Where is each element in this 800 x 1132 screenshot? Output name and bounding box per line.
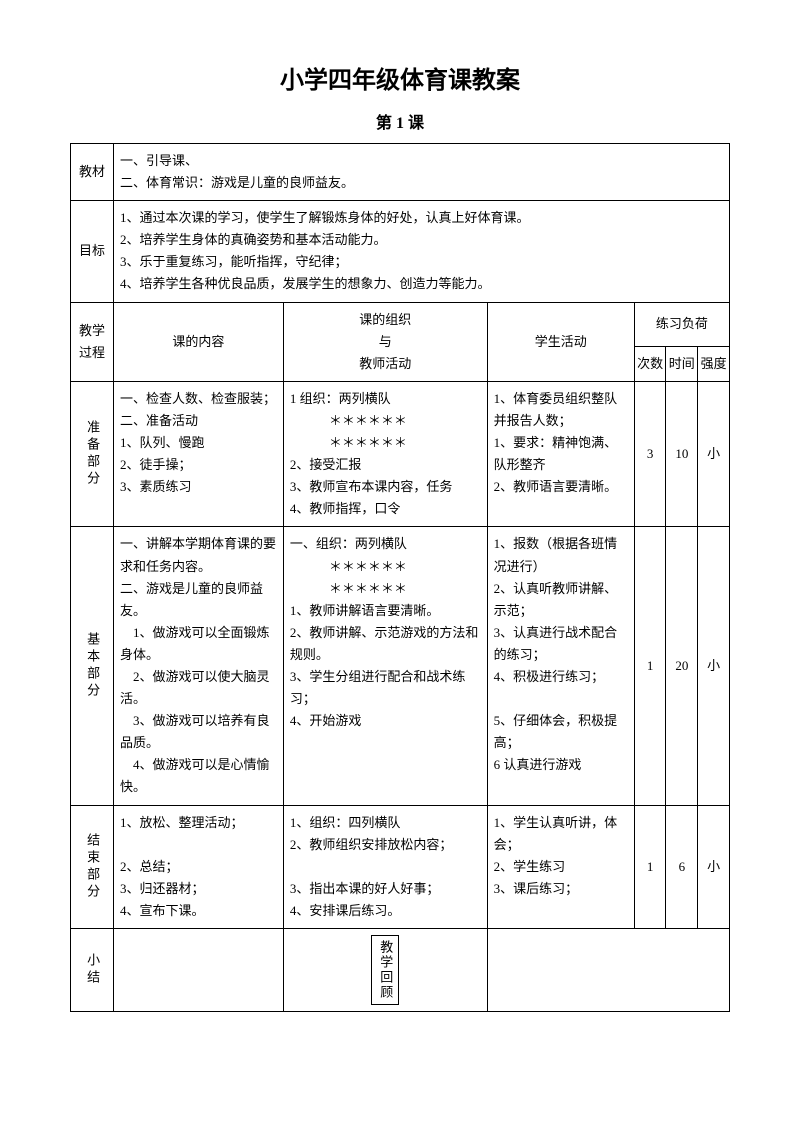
end-student: 1、学生认真听讲，体会； 2、学生练习 3、课后练习；	[487, 805, 634, 928]
header-intensity: 强度	[698, 347, 730, 382]
end-intensity: 小	[698, 805, 730, 928]
materials-text: 一、引导课、 二、体育常识：游戏是儿童的良师益友。	[114, 144, 730, 201]
header-content: 课的内容	[114, 302, 284, 381]
end-row: 结束部分 1、放松、整理活动； 2、总结； 3、归还器材； 4、宣布下课。 1、…	[71, 805, 730, 928]
prep-time: 10	[666, 381, 698, 527]
summary-row: 小结 教学回顾	[71, 929, 730, 1012]
summary-blank1	[114, 929, 284, 1012]
summary-sub: 教学回顾	[283, 929, 487, 1012]
main-intensity: 小	[698, 527, 730, 805]
goals-label: 目标	[71, 201, 114, 302]
sub-title: 第 1 课	[70, 109, 730, 133]
header-count: 次数	[634, 347, 666, 382]
end-org: 1、组织：四列横队 2、教师组织安排放松内容； 3、指出本课的好人好事； 4、安…	[283, 805, 487, 928]
summary-label: 小结	[71, 929, 114, 1012]
header-org: 课的组织 与 教师活动	[283, 302, 487, 381]
lesson-plan-table: 教材 一、引导课、 二、体育常识：游戏是儿童的良师益友。 目标 1、通过本次课的…	[70, 143, 730, 1012]
end-label: 结束部分	[71, 805, 114, 928]
main-label: 基本部分	[71, 527, 114, 805]
main-title: 小学四年级体育课教案	[70, 60, 730, 95]
end-time: 6	[666, 805, 698, 928]
prep-intensity: 小	[698, 381, 730, 527]
main-student: 1、报数（根据各班情况进行） 2、认真听教师讲解、示范； 3、认真进行战术配合的…	[487, 527, 634, 805]
prep-row: 准备部分 一、检查人数、检查服装； 二、准备活动 1、队列、慢跑 2、徒手操； …	[71, 381, 730, 527]
main-content: 一、讲解本学期体育课的要求和任务内容。 二、游戏是儿童的良师益友。 1、做游戏可…	[114, 527, 284, 805]
header-row-1: 教学过程 课的内容 课的组织 与 教师活动 学生活动 练习负荷	[71, 302, 730, 347]
header-time: 时间	[666, 347, 698, 382]
main-count: 1	[634, 527, 666, 805]
goals-text: 1、通过本次课的学习，使学生了解锻炼身体的好处，认真上好体育课。 2、培养学生身…	[114, 201, 730, 302]
header-load: 练习负荷	[634, 302, 729, 347]
prep-count: 3	[634, 381, 666, 527]
prep-content: 一、检查人数、检查服装； 二、准备活动 1、队列、慢跑 2、徒手操； 3、素质练…	[114, 381, 284, 527]
prep-label: 准备部分	[71, 381, 114, 527]
header-process: 教学过程	[71, 302, 114, 381]
end-content: 1、放松、整理活动； 2、总结； 3、归还器材； 4、宣布下课。	[114, 805, 284, 928]
prep-org: 1 组织：两列横队 ＊＊＊＊＊＊ ＊＊＊＊＊＊ 2、接受汇报 3、教师宣布本课内…	[283, 381, 487, 527]
main-org: 一、组织：两列横队 ＊＊＊＊＊＊ ＊＊＊＊＊＊ 1、教师讲解语言要清晰。 2、教…	[283, 527, 487, 805]
end-count: 1	[634, 805, 666, 928]
main-time: 20	[666, 527, 698, 805]
main-row: 基本部分 一、讲解本学期体育课的要求和任务内容。 二、游戏是儿童的良师益友。 1…	[71, 527, 730, 805]
summary-blank2	[487, 929, 729, 1012]
materials-row: 教材 一、引导课、 二、体育常识：游戏是儿童的良师益友。	[71, 144, 730, 201]
materials-label: 教材	[71, 144, 114, 201]
goals-row: 目标 1、通过本次课的学习，使学生了解锻炼身体的好处，认真上好体育课。 2、培养…	[71, 201, 730, 302]
prep-student: 1、体育委员组织整队并报告人数； 1、要求：精神饱满、队形整齐 2、教师语言要清…	[487, 381, 634, 527]
header-student: 学生活动	[487, 302, 634, 381]
